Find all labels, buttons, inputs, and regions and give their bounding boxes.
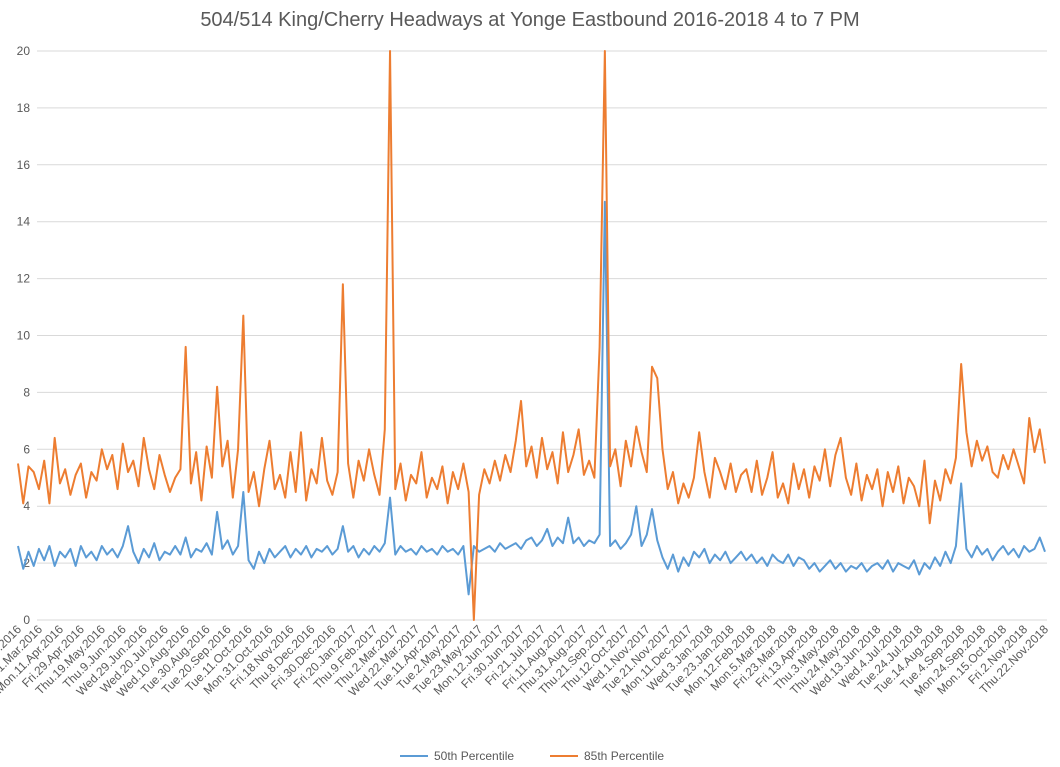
y-tick-label: 6 (23, 442, 30, 456)
line-series (17, 200, 1046, 596)
y-tick-label: 14 (17, 215, 31, 229)
legend-label: 50th Percentile (434, 749, 514, 763)
line-series (17, 50, 1046, 621)
y-tick-label: 18 (17, 101, 31, 115)
y-tick-label: 4 (23, 499, 30, 513)
chart-title: 504/514 King/Cherry Headways at Yonge Ea… (200, 9, 859, 31)
legend-label: 85th Percentile (584, 749, 664, 763)
y-tick-label: 8 (23, 385, 30, 399)
y-tick-label: 16 (17, 158, 31, 172)
y-tick-label: 0 (23, 613, 30, 627)
y-tick-label: 12 (17, 272, 31, 286)
y-tick-label: 2 (23, 556, 30, 570)
y-tick-label: 10 (17, 329, 31, 343)
y-tick-label: 20 (17, 44, 31, 58)
